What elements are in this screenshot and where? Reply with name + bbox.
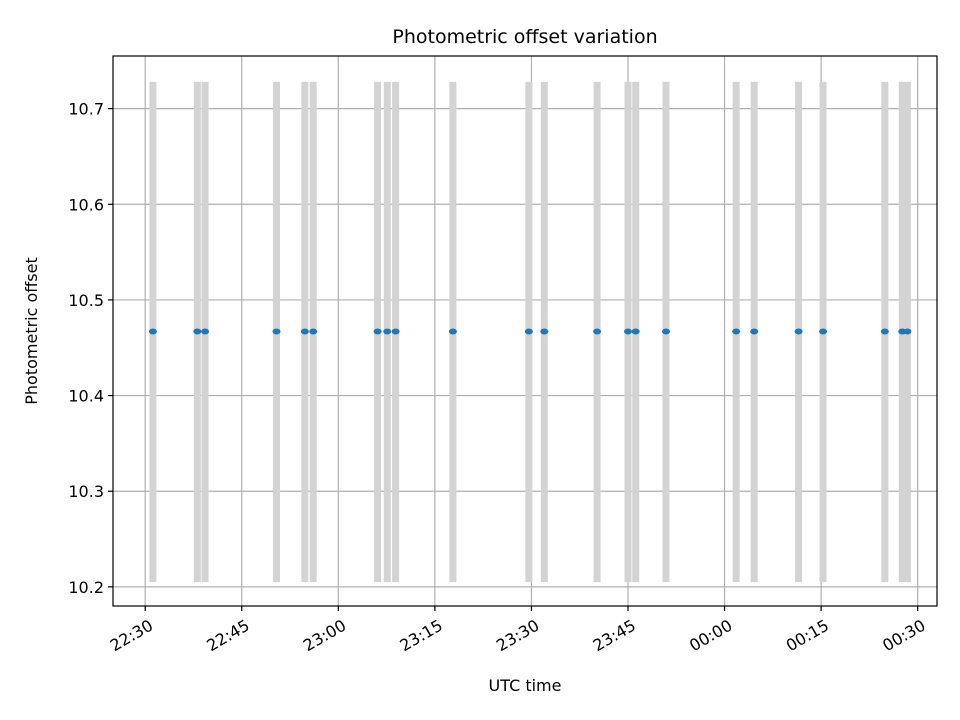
data-point — [903, 328, 912, 335]
y-tick-label: 10.3 — [68, 482, 104, 501]
data-point — [750, 328, 759, 335]
plot-frame — [112, 55, 938, 607]
x-tick-label: 00:30 — [879, 616, 928, 656]
chart-title: Photometric offset variation — [392, 26, 657, 48]
data-point — [193, 328, 202, 335]
data-point — [272, 328, 281, 335]
data-point — [300, 328, 309, 335]
x-tick-label: 00:00 — [686, 616, 735, 656]
data-point — [593, 328, 602, 335]
y-tick-label: 10.6 — [68, 195, 104, 214]
x-tick-label: 23:00 — [300, 616, 349, 656]
data-point — [661, 328, 670, 335]
data-point — [448, 328, 457, 335]
data-point — [819, 328, 828, 335]
x-tick-label: 22:30 — [107, 616, 156, 656]
data-point — [880, 328, 889, 335]
x-tick-label: 23:15 — [396, 616, 445, 656]
y-axis: 10.2 10.3 10.4 10.5 10.6 10.7 — [68, 100, 113, 597]
data-point — [794, 328, 803, 335]
y-tick-label: 10.5 — [68, 291, 104, 310]
data-point — [524, 328, 533, 335]
data-point — [201, 328, 210, 335]
x-tick-label: 22:45 — [203, 616, 252, 656]
data-point — [391, 328, 400, 335]
y-tick-label: 10.4 — [68, 387, 104, 406]
data-points — [148, 328, 912, 335]
data-point — [309, 328, 318, 335]
data-point — [383, 328, 392, 335]
data-point — [373, 328, 382, 335]
y-axis-label: Photometric offset — [22, 257, 41, 405]
y-tick-label: 10.7 — [68, 100, 104, 119]
x-tick-label: 23:30 — [493, 616, 542, 656]
data-point — [148, 328, 157, 335]
data-point — [624, 328, 632, 335]
y-tick-label: 10.2 — [68, 578, 104, 597]
data-point — [540, 328, 549, 335]
data-point — [732, 328, 741, 335]
x-axis-label: UTC time — [489, 676, 562, 695]
x-tick-label: 00:15 — [783, 616, 832, 656]
x-tick-label: 23:45 — [590, 616, 639, 656]
data-point — [631, 328, 640, 335]
x-axis: 22:30 22:45 23:00 23:15 23:30 23:45 00:00 00:15… — [107, 606, 929, 655]
